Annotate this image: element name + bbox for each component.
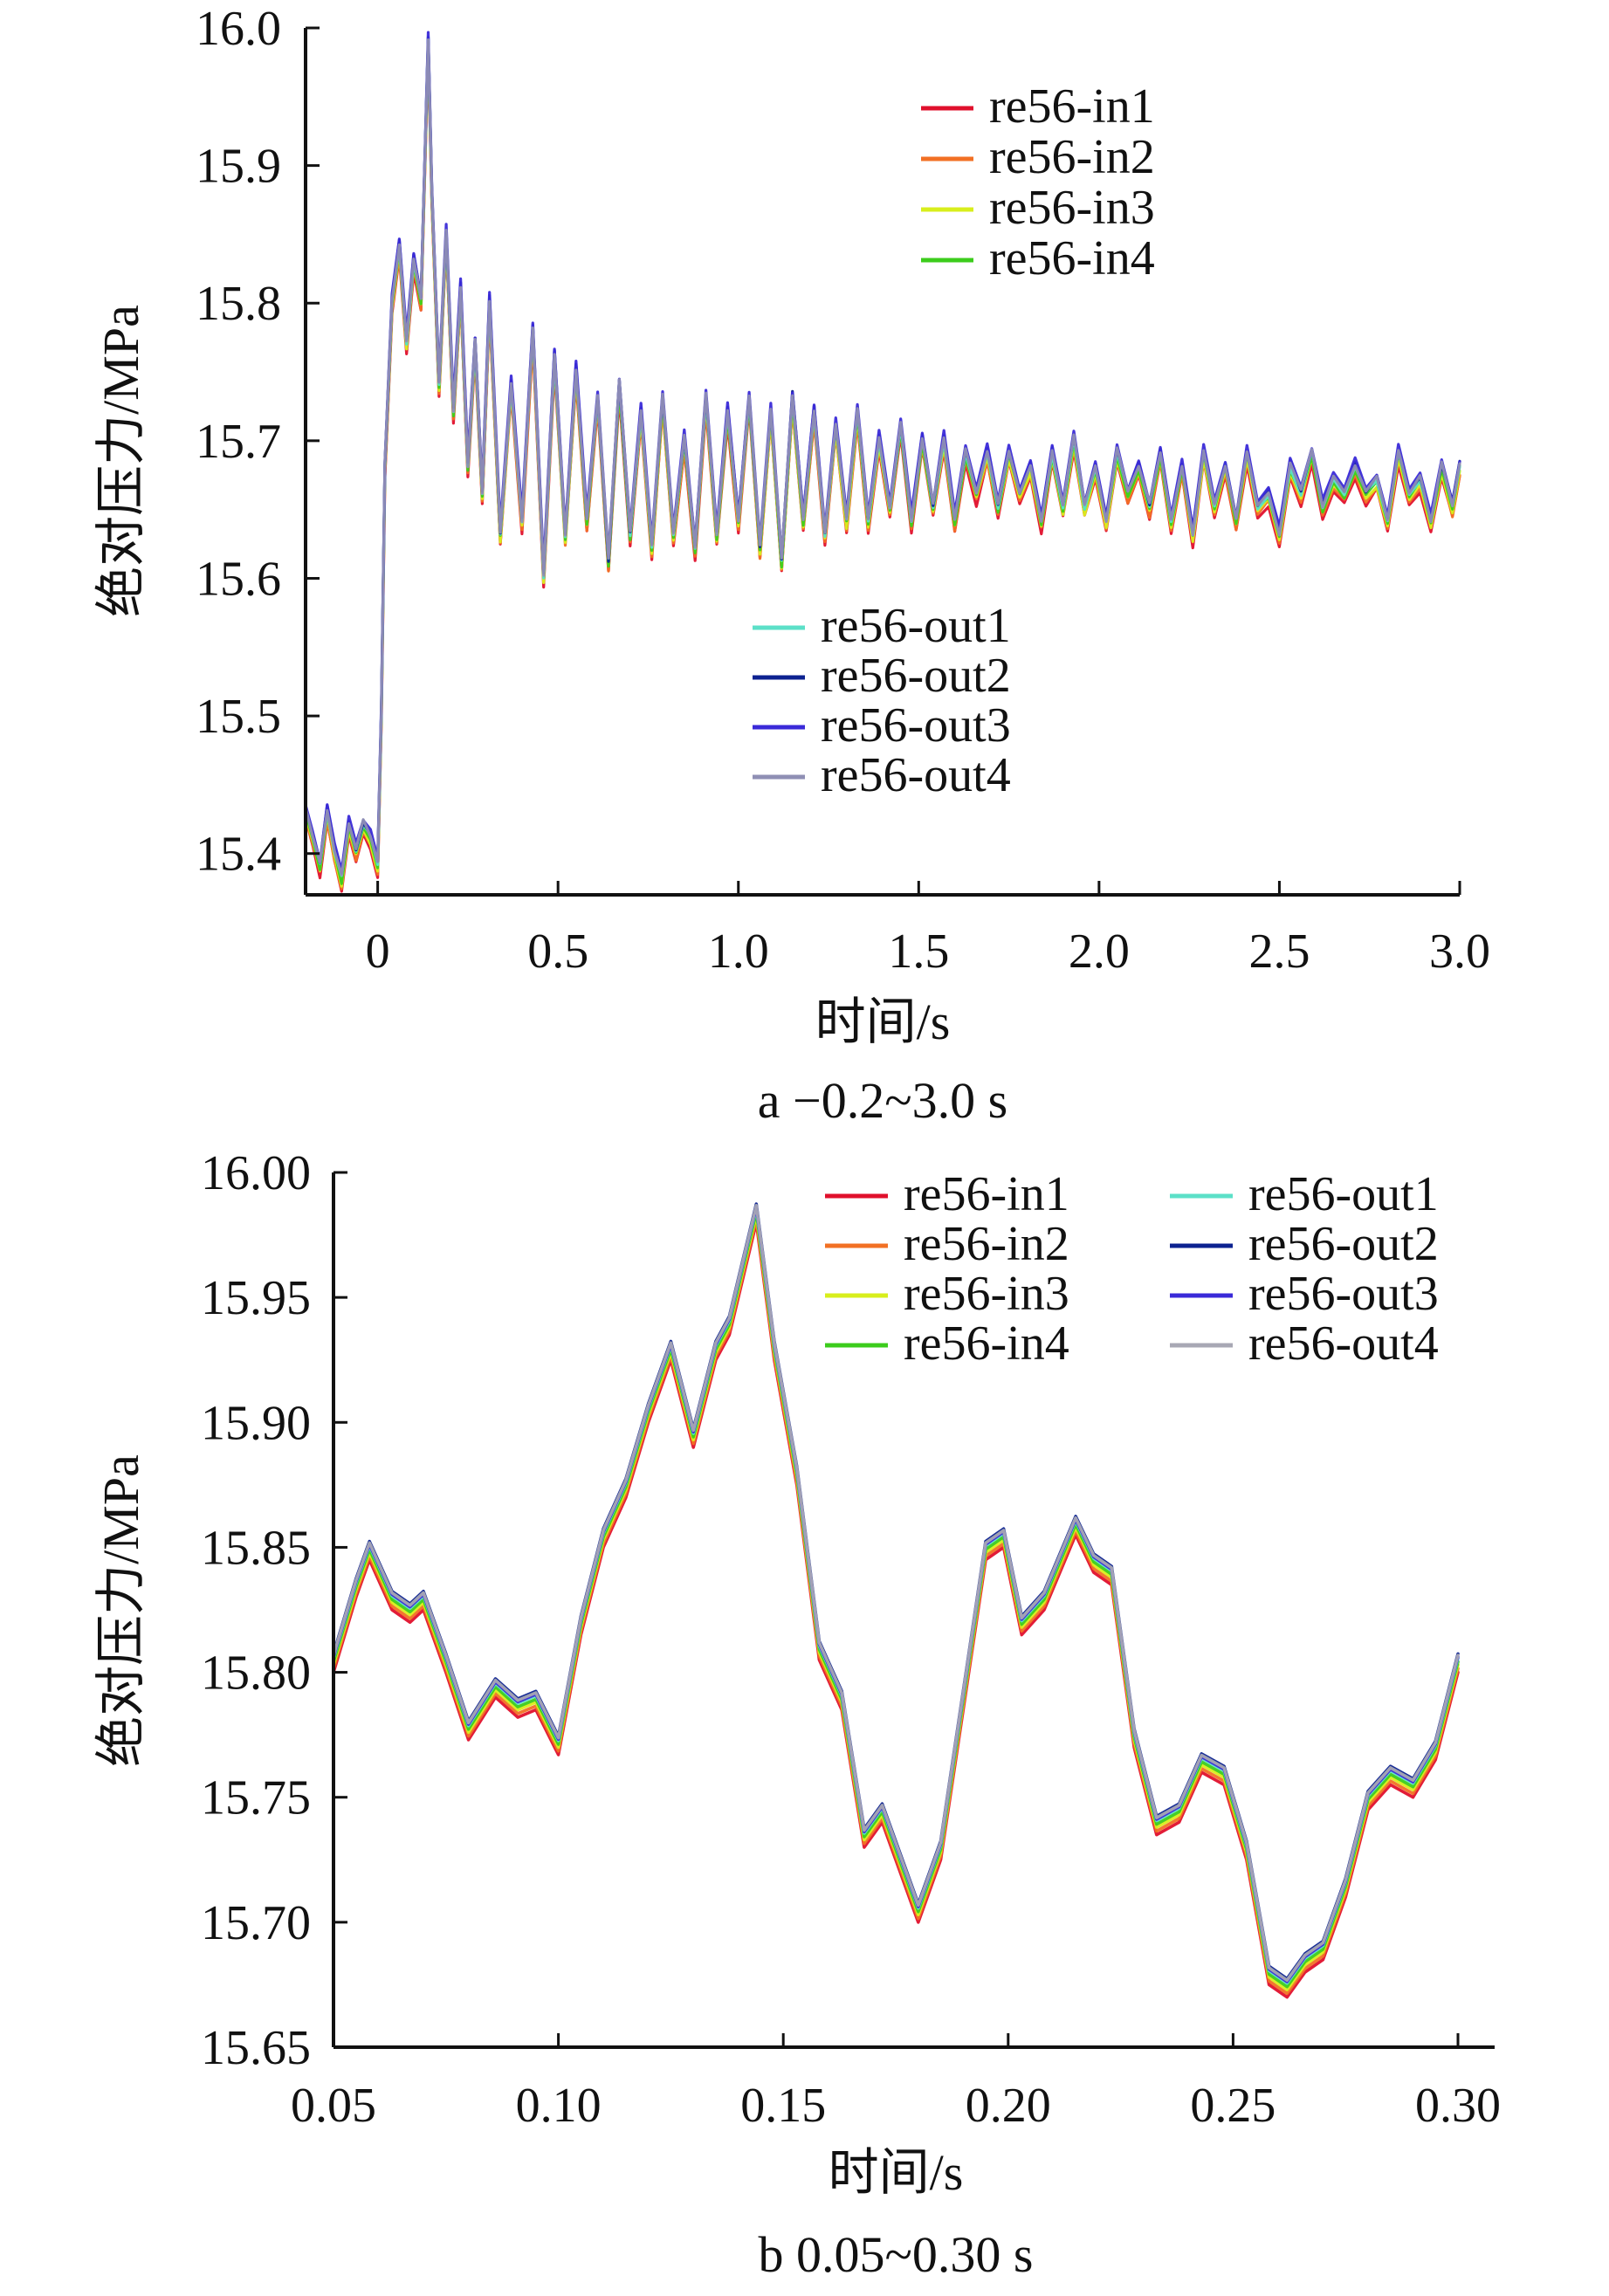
x-tick-label: 2.5: [1248, 925, 1310, 979]
x-tick-label: 0.5: [527, 925, 588, 979]
legend-label-re56-out2: re56-out2: [821, 649, 1011, 703]
x-tick-label: 0.15: [740, 2079, 826, 2133]
chart-a-caption: a −0.2~3.0 s: [758, 1072, 1007, 1129]
chart-b-caption: b 0.05~0.30 s: [759, 2226, 1034, 2283]
legend-label-re56-out1: re56-out1: [1248, 1167, 1439, 1221]
y-tick-label: 15.7: [196, 415, 281, 469]
x-tick-label: 0: [366, 925, 390, 979]
x-tick-label: 0.25: [1190, 2079, 1276, 2133]
y-tick-label: 15.9: [196, 140, 281, 194]
y-tick-label: 15.65: [201, 2021, 311, 2075]
y-tick-label: 15.90: [201, 1396, 311, 1450]
y-tick-label: 15.95: [201, 1271, 311, 1325]
y-tick-label: 15.75: [201, 1771, 311, 1825]
x-tick-label: 1.5: [888, 925, 949, 979]
legend-label-re56-out4: re56-out4: [821, 748, 1011, 802]
legend-label-re56-in4: re56-in4: [989, 231, 1155, 285]
series-line-re56-out4: [332, 1204, 1460, 1983]
x-tick-label: 3.0: [1429, 925, 1490, 979]
y-tick-label: 15.6: [196, 552, 281, 606]
chart-b-y-axis-label: 绝对压力/MPa: [93, 1454, 149, 1767]
y-tick-label: 15.5: [196, 690, 281, 744]
legend-label-re56-out1: re56-out1: [821, 599, 1011, 653]
chart-a-y-axis-label: 绝对压力/MPa: [93, 305, 149, 617]
y-tick-label: 15.8: [196, 277, 281, 331]
legend-label-re56-out3: re56-out3: [1248, 1267, 1439, 1321]
legend-label-re56-in2: re56-in2: [904, 1217, 1069, 1271]
x-tick-label: 2.0: [1069, 925, 1130, 979]
x-tick-label: 0.10: [516, 2079, 602, 2133]
chart-b-x-ticks: 0.05 0.10 0.15 0.20 0.25 0.30: [291, 2033, 1501, 2133]
chart-b: 15.65 15.70 15.75 15.80 15.85 15.90 15.95 16.00…: [93, 1146, 1501, 2283]
legend-label-re56-in3: re56-in3: [989, 181, 1155, 235]
x-tick-label: 0.30: [1415, 2079, 1501, 2133]
legend-label-re56-out3: re56-out3: [821, 698, 1011, 753]
legend-label-re56-in3: re56-in3: [904, 1267, 1069, 1321]
chart-a-y-ticks: 15.4 15.5 15.6 15.7 15.8 15.9 16.0: [196, 2, 320, 882]
legend-label-re56-in1: re56-in1: [904, 1167, 1069, 1221]
y-tick-label: 15.4: [196, 828, 281, 882]
chart-a-series-group: [304, 31, 1461, 893]
series-line-re56-out4: [304, 38, 1461, 876]
y-tick-label: 16.00: [201, 1146, 311, 1200]
y-tick-label: 15.80: [201, 1646, 311, 1701]
chart-a-x-ticks: 0 0.5 1.0 1.5 2.0 2.5 3.0: [366, 881, 1490, 979]
chart-a-x-axis-label: 时间/s: [815, 993, 951, 1050]
chart-b-series-group: [332, 1202, 1460, 1999]
legend-label-re56-in4: re56-in4: [904, 1316, 1069, 1371]
chart-a: 15.4 15.5 15.6 15.7 15.8 15.9 16.0 0 0.5 1.0 1.5 2…: [93, 2, 1490, 1129]
x-tick-label: 0.20: [966, 2079, 1051, 2133]
y-tick-label: 15.70: [201, 1896, 311, 1950]
legend-label-re56-in2: re56-in2: [989, 130, 1155, 184]
legend-label-re56-out4: re56-out4: [1248, 1316, 1439, 1371]
legend-label-re56-in1: re56-in1: [989, 79, 1155, 134]
x-tick-label: 0.05: [291, 2079, 376, 2133]
chart-b-y-ticks: 15.65 15.70 15.75 15.80 15.85 15.90 15.95 16.00: [201, 1146, 347, 2075]
y-tick-label: 15.85: [201, 1521, 311, 1575]
chart-b-x-axis-label: 时间/s: [829, 2144, 964, 2201]
x-tick-label: 1.0: [708, 925, 769, 979]
legend-label-re56-out2: re56-out2: [1248, 1217, 1439, 1271]
y-tick-label: 16.0: [196, 2, 281, 56]
